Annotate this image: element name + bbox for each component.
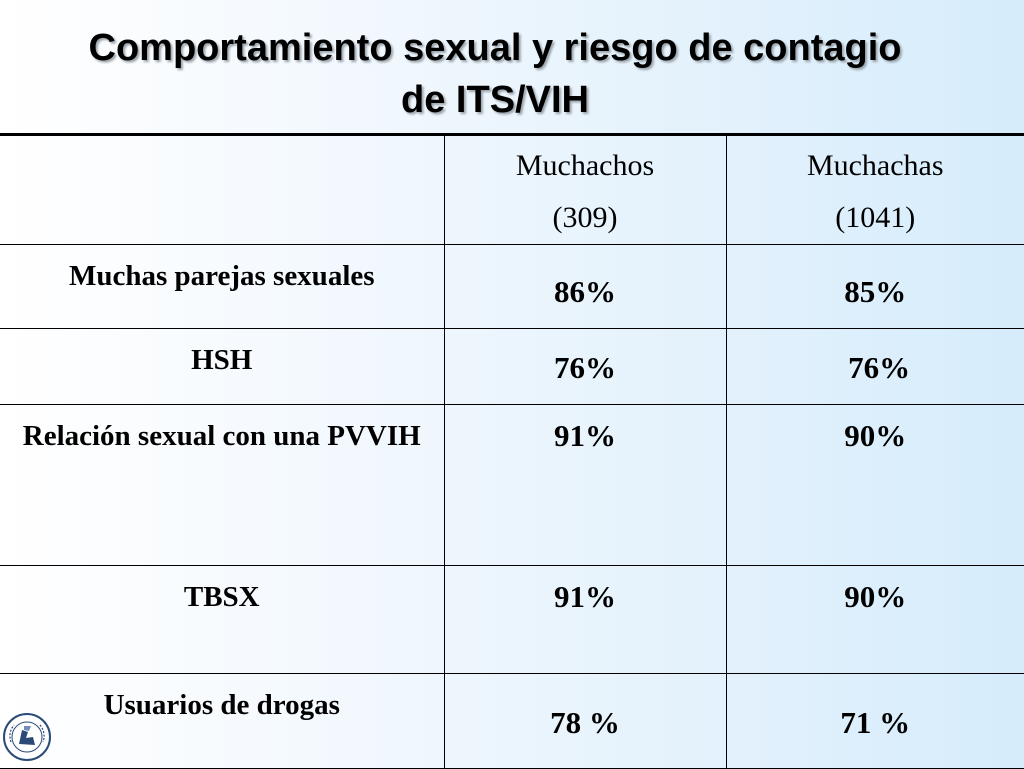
row-label: HSH (0, 329, 444, 405)
value-muchachos: 86% (444, 245, 726, 329)
header-empty-cell (0, 136, 444, 245)
slide-title: Comportamiento sexual y riesgo de contag… (0, 22, 990, 126)
title-line-1: Comportamiento sexual y riesgo de contag… (89, 27, 902, 69)
table-row: HSH 76% 76% (0, 329, 1024, 405)
value-muchachos: 91% (444, 405, 726, 566)
header-muchachos-label: Muchachos (445, 140, 726, 192)
behavior-risk-table: Muchachos (309) Muchachas (1041) Muchas … (0, 136, 1024, 769)
table-row: Relación sexual con una PVVIH 91% 90% (0, 405, 1024, 566)
value-muchachos: 76% (444, 329, 726, 405)
value-muchachos: 78 % (444, 674, 726, 769)
header-muchachos: Muchachos (309) (444, 136, 726, 245)
row-label: Usuarios de drogas (0, 674, 444, 769)
table-row: Muchas parejas sexuales 86% 85% (0, 245, 1024, 329)
value-muchachos: 91% (444, 566, 726, 674)
header-muchachas-count: (1041) (727, 192, 1024, 244)
value-muchachas: 71 % (726, 674, 1024, 769)
table-row: TBSX 91% 90% (0, 566, 1024, 674)
table-row: Usuarios de drogas 78 % 71 % (0, 674, 1024, 769)
value-muchachas: 76% (726, 329, 1024, 405)
title-line-2: de ITS/VIH (401, 79, 589, 121)
header-muchachos-count: (309) (445, 192, 726, 244)
row-label: TBSX (0, 566, 444, 674)
row-label: Relación sexual con una PVVIH (0, 405, 444, 566)
value-muchachas: 90% (726, 405, 1024, 566)
header-muchachas: Muchachas (1041) (726, 136, 1024, 245)
row-label: Muchas parejas sexuales (0, 245, 444, 329)
value-muchachas: 85% (726, 245, 1024, 329)
gheskio-logo-icon (2, 712, 52, 762)
header-muchachas-label: Muchachas (727, 140, 1024, 192)
table-header-row: Muchachos (309) Muchachas (1041) (0, 136, 1024, 245)
value-muchachas: 90% (726, 566, 1024, 674)
